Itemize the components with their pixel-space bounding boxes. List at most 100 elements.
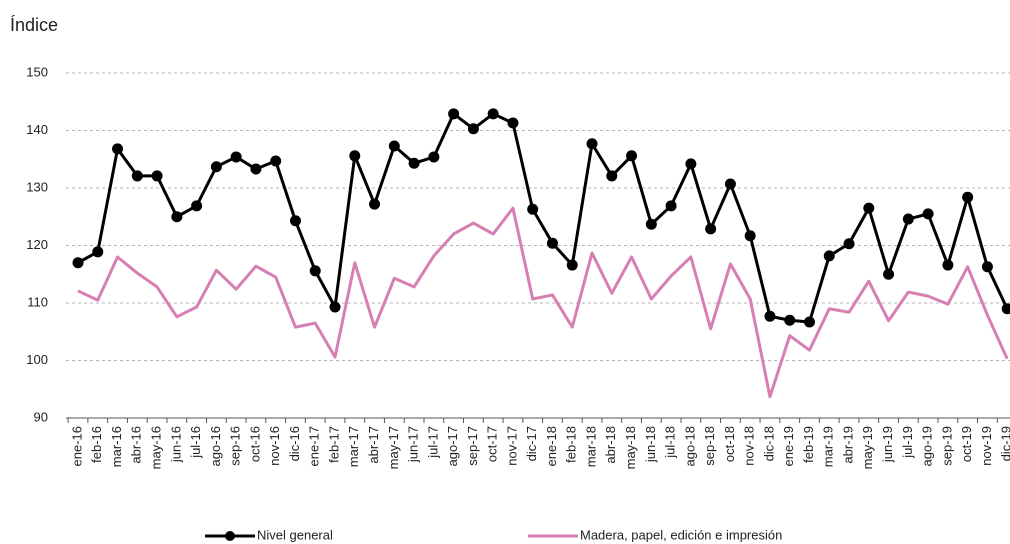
- point: [92, 246, 104, 258]
- point: [883, 268, 895, 280]
- point: [1001, 303, 1010, 315]
- point: [428, 151, 440, 163]
- point: [546, 237, 558, 249]
- point: [823, 250, 835, 262]
- point: [902, 213, 914, 225]
- x-tick-label: dic-17: [524, 426, 539, 461]
- x-tick-label: jul-17: [425, 426, 440, 459]
- point: [586, 138, 598, 150]
- x-tick-label: oct-16: [247, 426, 262, 462]
- x-tick-label: abr-19: [840, 426, 855, 464]
- point: [843, 238, 855, 250]
- point: [112, 143, 124, 155]
- x-tick-label: mar-17: [346, 426, 361, 467]
- x-tick-label: jul-16: [188, 426, 203, 459]
- x-tick-label: ene-18: [544, 426, 559, 466]
- point: [507, 117, 519, 129]
- point: [685, 158, 697, 170]
- point: [270, 155, 282, 167]
- x-tick-label: dic-18: [761, 426, 776, 461]
- point: [72, 257, 84, 269]
- x-tick-label: nov-17: [504, 426, 519, 466]
- y-tick-label: 140: [26, 122, 48, 137]
- point: [210, 161, 222, 173]
- point: [626, 150, 638, 162]
- point: [705, 223, 717, 235]
- point: [250, 163, 262, 175]
- x-tick-label: feb-17: [326, 426, 341, 463]
- x-tick-label: mar-18: [583, 426, 598, 467]
- x-tick-label: sep-16: [228, 426, 243, 466]
- x-tick-label: abr-16: [129, 426, 144, 464]
- x-tick-label: feb-16: [89, 426, 104, 463]
- x-tick-label: sep-18: [702, 426, 717, 466]
- series-line: [77, 112, 1009, 324]
- point: [942, 259, 954, 271]
- series-line: [77, 206, 1009, 399]
- point: [467, 123, 479, 135]
- point: [131, 170, 143, 182]
- legend-label: Nivel general: [257, 527, 333, 542]
- point: [724, 178, 736, 190]
- point: [309, 265, 321, 277]
- point: [665, 200, 677, 212]
- x-tick-label: jul-18: [663, 426, 678, 459]
- x-tick-label: ago-16: [208, 426, 223, 466]
- x-tick-label: oct-18: [722, 426, 737, 462]
- point: [388, 140, 400, 152]
- x-tick-label: feb-18: [564, 426, 579, 463]
- x-tick-label: may-18: [623, 426, 638, 469]
- legend-marker: [225, 531, 235, 541]
- x-tick-label: ene-17: [307, 426, 322, 466]
- x-tick-label: oct-19: [959, 426, 974, 462]
- x-tick-label: dic-19: [999, 426, 1010, 461]
- point: [487, 108, 499, 120]
- x-tick-label: feb-19: [801, 426, 816, 463]
- point: [645, 218, 657, 230]
- point: [448, 108, 460, 120]
- point: [744, 230, 756, 242]
- y-tick-label: 150: [26, 64, 48, 79]
- x-tick-label: nov-19: [979, 426, 994, 466]
- x-tick-label: may-19: [860, 426, 875, 469]
- point: [803, 316, 815, 328]
- point: [369, 198, 381, 210]
- point: [922, 208, 934, 220]
- point: [566, 259, 578, 271]
- x-tick-label: may-17: [386, 426, 401, 469]
- y-tick-label: 100: [26, 352, 48, 367]
- x-tick-label: jul-19: [900, 426, 915, 459]
- x-tick-label: dic-16: [287, 426, 302, 461]
- x-tick-label: mar-16: [109, 426, 124, 467]
- x-tick-label: sep-17: [465, 426, 480, 466]
- x-tick-label: abr-18: [603, 426, 618, 464]
- x-tick-label: nov-18: [742, 426, 757, 466]
- x-tick-label: jun-19: [880, 426, 895, 463]
- point: [527, 203, 539, 215]
- x-tick-label: sep-19: [939, 426, 954, 466]
- point: [962, 191, 974, 203]
- y-tick-label: 110: [27, 294, 48, 309]
- point: [329, 301, 341, 313]
- point: [289, 215, 301, 227]
- x-tick-label: ago-17: [445, 426, 460, 466]
- y-axis-title: Índice: [10, 15, 58, 35]
- x-tick-label: ago-19: [920, 426, 935, 466]
- y-tick-label: 120: [26, 237, 48, 252]
- point: [191, 200, 203, 212]
- point: [606, 170, 618, 182]
- x-tick-label: jun-18: [643, 426, 658, 463]
- point: [349, 150, 361, 162]
- point: [981, 261, 993, 273]
- y-tick-label: 90: [34, 409, 48, 424]
- x-tick-label: may-16: [149, 426, 164, 469]
- x-tick-label: abr-17: [366, 426, 381, 464]
- y-tick-label: 130: [26, 179, 48, 194]
- point: [784, 314, 796, 326]
- x-tick-label: ene-16: [69, 426, 84, 466]
- point: [151, 170, 163, 182]
- point: [764, 310, 776, 322]
- point: [408, 157, 420, 169]
